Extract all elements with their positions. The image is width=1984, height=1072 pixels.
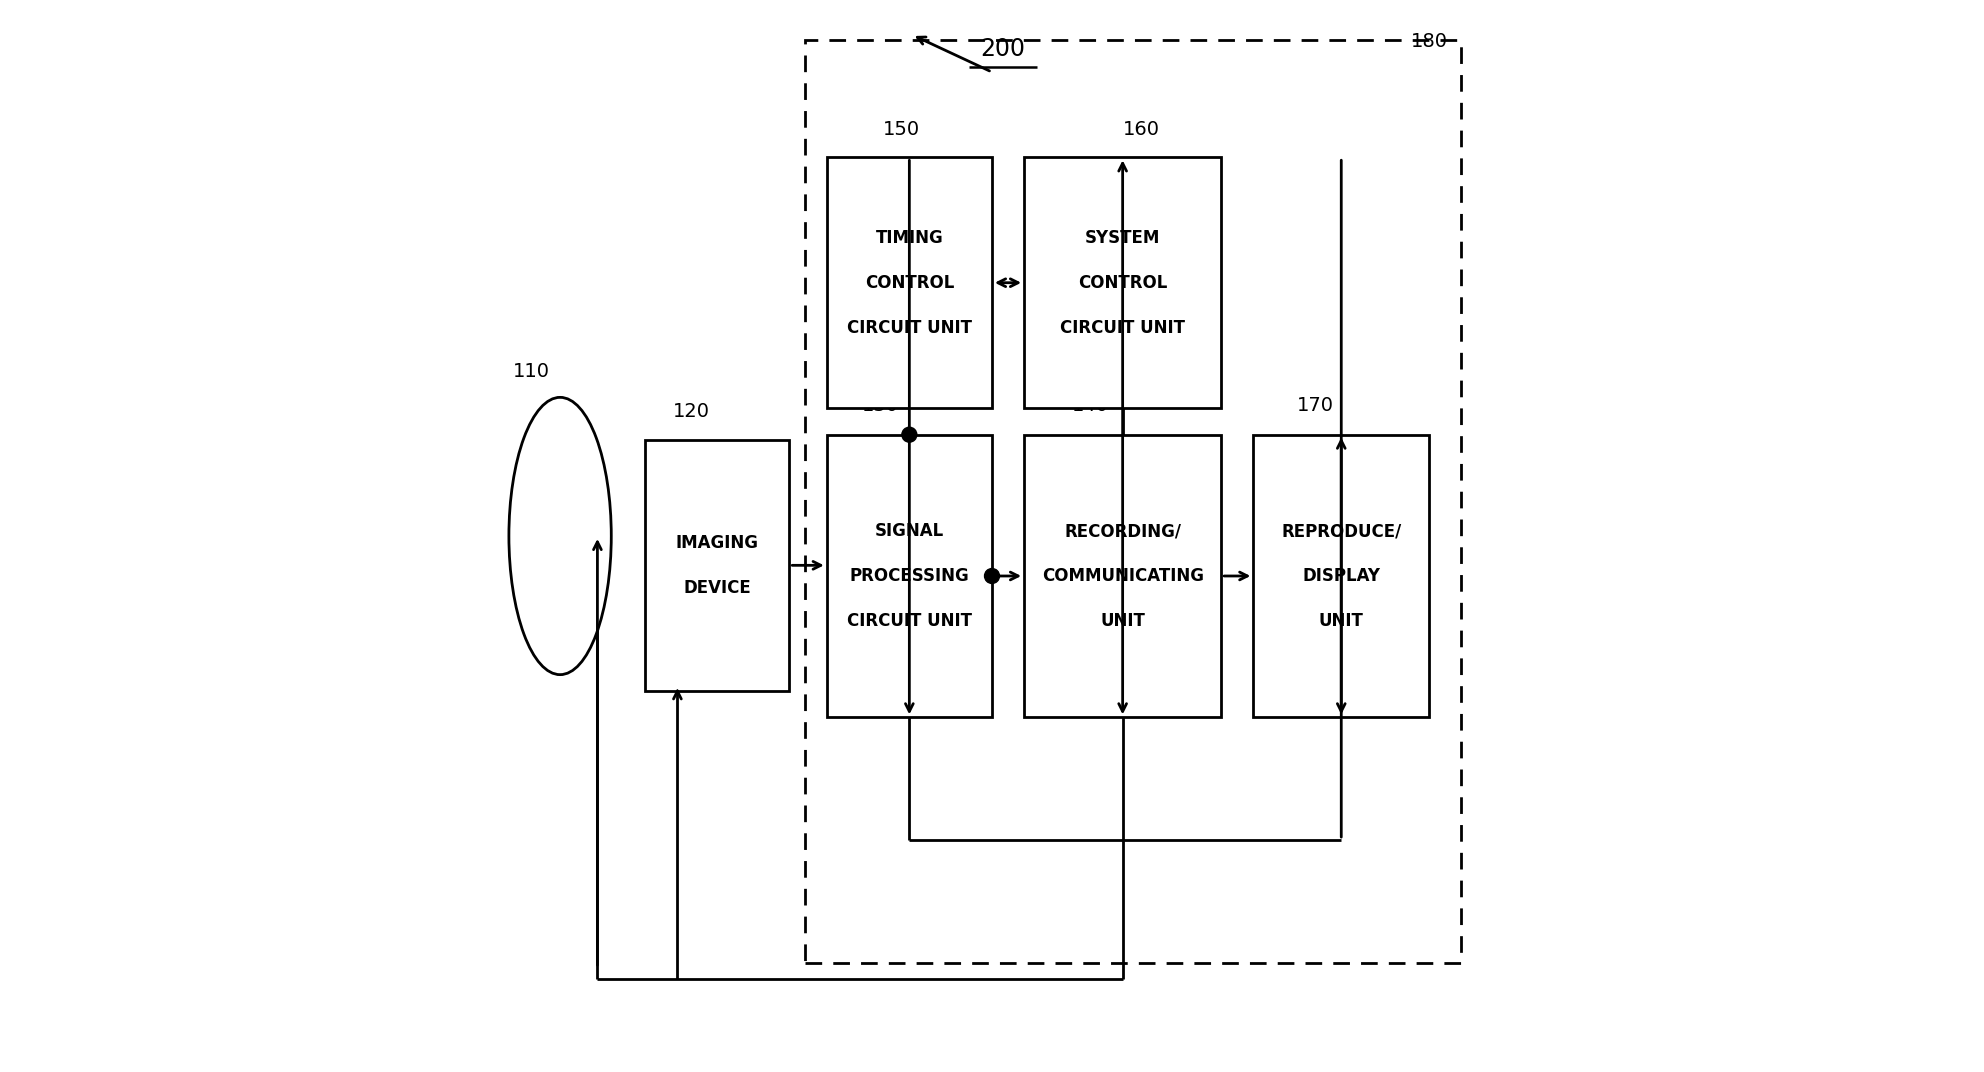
FancyBboxPatch shape (827, 158, 992, 408)
Text: 170: 170 (1298, 397, 1333, 416)
Text: 140: 140 (1071, 397, 1109, 416)
Circle shape (984, 568, 1000, 583)
Text: CIRCUIT UNIT: CIRCUIT UNIT (847, 318, 972, 337)
Text: 200: 200 (980, 38, 1026, 61)
Text: DEVICE: DEVICE (684, 579, 752, 597)
Text: CONTROL: CONTROL (1077, 273, 1167, 292)
Text: SYSTEM: SYSTEM (1085, 229, 1161, 247)
Text: 160: 160 (1123, 120, 1161, 139)
Text: TIMING: TIMING (875, 229, 942, 247)
FancyBboxPatch shape (827, 434, 992, 717)
Text: IMAGING: IMAGING (677, 534, 760, 552)
Text: 120: 120 (673, 402, 710, 421)
Text: CONTROL: CONTROL (865, 273, 954, 292)
Text: CIRCUIT UNIT: CIRCUIT UNIT (1059, 318, 1184, 337)
FancyBboxPatch shape (645, 440, 790, 690)
Text: REPRODUCE/: REPRODUCE/ (1282, 522, 1401, 540)
Text: UNIT: UNIT (1319, 612, 1363, 629)
Text: CIRCUIT UNIT: CIRCUIT UNIT (847, 612, 972, 629)
Text: 150: 150 (883, 120, 921, 139)
Circle shape (903, 428, 917, 442)
FancyBboxPatch shape (1254, 434, 1428, 717)
Ellipse shape (510, 398, 611, 674)
Text: COMMUNICATING: COMMUNICATING (1042, 567, 1204, 585)
Text: 110: 110 (512, 362, 550, 382)
FancyBboxPatch shape (1024, 434, 1222, 717)
Text: RECORDING/: RECORDING/ (1063, 522, 1180, 540)
Text: PROCESSING: PROCESSING (849, 567, 970, 585)
Text: DISPLAY: DISPLAY (1302, 567, 1381, 585)
Text: 180: 180 (1411, 32, 1448, 50)
Text: SIGNAL: SIGNAL (875, 522, 944, 540)
FancyBboxPatch shape (1024, 158, 1222, 408)
Text: 130: 130 (861, 397, 899, 416)
Text: UNIT: UNIT (1101, 612, 1145, 629)
